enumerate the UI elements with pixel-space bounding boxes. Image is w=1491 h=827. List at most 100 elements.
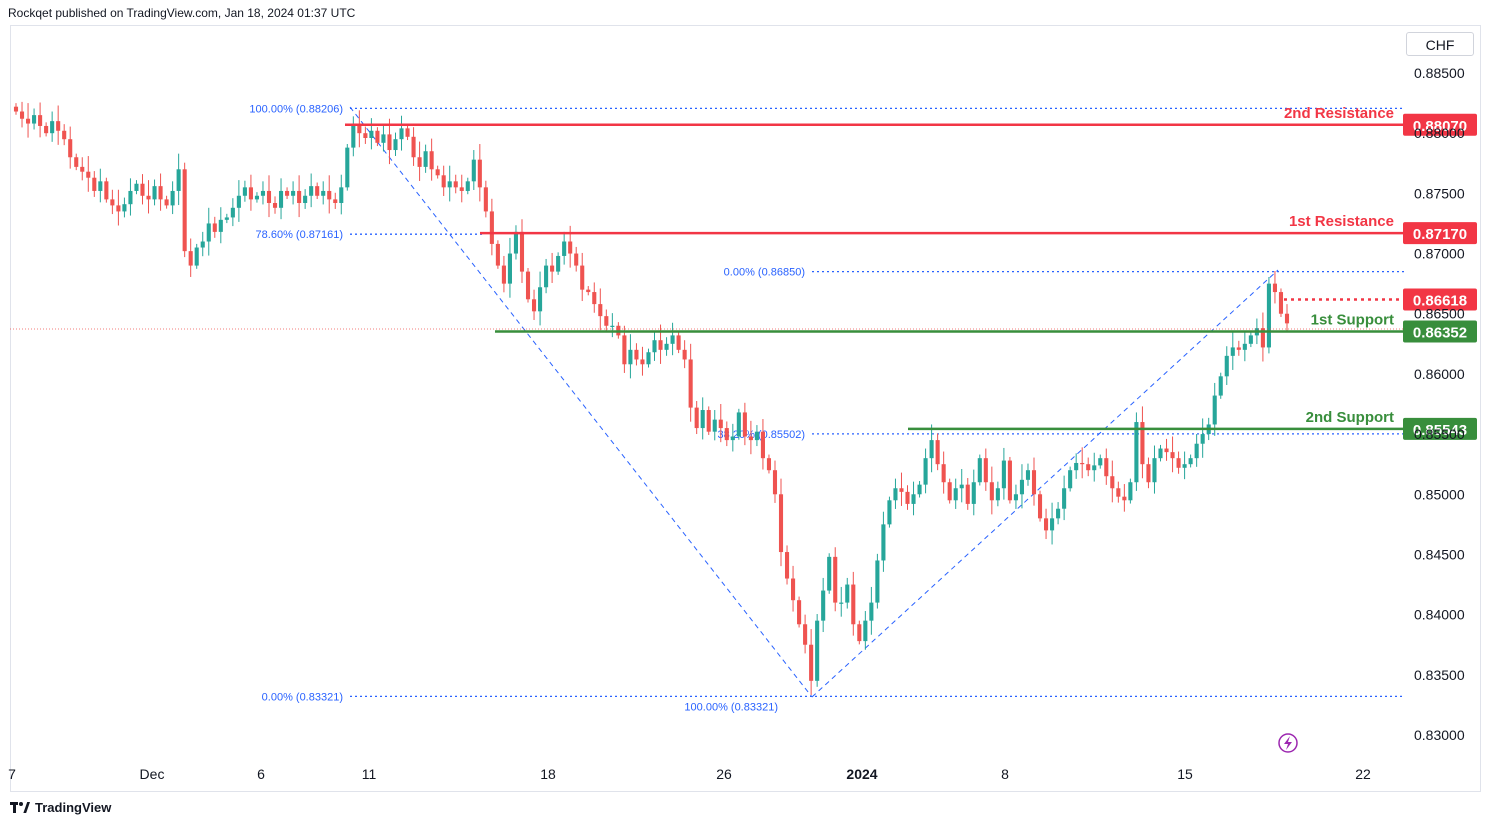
- candle: [706, 406, 711, 435]
- currency-selector[interactable]: CHF: [1406, 32, 1474, 56]
- candle-body: [471, 159, 476, 182]
- candle-body: [887, 500, 892, 525]
- candle-body: [652, 340, 657, 353]
- y-tick-label: 0.83500: [1414, 667, 1465, 683]
- candle-body: [116, 205, 121, 212]
- candle-body: [531, 299, 537, 312]
- candle: [688, 343, 693, 422]
- candle: [1134, 412, 1139, 491]
- candle: [387, 118, 392, 165]
- candle-body: [899, 488, 904, 492]
- support-level-label: 1st Support: [1311, 312, 1394, 329]
- candle-body: [1007, 460, 1012, 501]
- candle-body: [670, 335, 675, 344]
- candle-body: [80, 166, 85, 172]
- candle: [676, 331, 681, 354]
- price-tag-label: 0.88070: [1413, 118, 1467, 135]
- candle-body: [730, 436, 735, 441]
- x-tick-label: 6: [257, 766, 265, 782]
- candle: [1164, 438, 1169, 461]
- candle-body: [965, 484, 970, 504]
- candle: [1218, 372, 1223, 399]
- price-axis[interactable]: 0.88500 0.88000 0.87500 0.87000 0.86500 0.860…: [1414, 65, 1465, 743]
- candle: [32, 108, 37, 130]
- price-tag-bg: [1403, 222, 1477, 245]
- candle-body: [194, 247, 199, 266]
- y-tick-label: 0.88500: [1414, 65, 1465, 81]
- current-price-tag: 0.86618: [1403, 288, 1477, 311]
- candle: [1242, 331, 1247, 362]
- candle: [1128, 478, 1133, 504]
- price-tag-label: 0.87170: [1413, 226, 1467, 243]
- candle: [1001, 447, 1006, 500]
- candle: [327, 175, 332, 214]
- candle-body: [586, 289, 591, 293]
- candle: [188, 238, 193, 277]
- candle-body: [176, 169, 181, 191]
- candle: [44, 122, 49, 137]
- candle-body: [803, 624, 808, 645]
- candle-body: [857, 624, 862, 642]
- candle: [1019, 464, 1025, 509]
- candle-body: [1200, 434, 1205, 444]
- candle: [236, 180, 241, 222]
- tradingview-branding[interactable]: TradingView: [10, 800, 111, 815]
- candle-body: [917, 484, 922, 495]
- candle: [1116, 481, 1121, 503]
- time-axis[interactable]: 7 Dec 6 11 18 26 2024 8 15 22: [8, 766, 1371, 782]
- candle-body: [664, 343, 669, 350]
- candle-body: [345, 147, 350, 188]
- candle: [989, 466, 994, 515]
- candle: [610, 313, 615, 338]
- candle-body: [640, 359, 645, 365]
- candle-body: [784, 552, 790, 579]
- candle-body: [278, 190, 284, 208]
- candle: [935, 433, 940, 471]
- candle-body: [128, 190, 133, 205]
- candle: [797, 596, 802, 628]
- candle: [839, 586, 844, 617]
- candle-body: [778, 494, 784, 553]
- chart-frame: [10, 25, 1481, 792]
- candle: [333, 192, 338, 209]
- fib-label: 78.60% (0.87161): [256, 229, 343, 241]
- candle: [1013, 484, 1018, 509]
- candle: [423, 144, 428, 173]
- candle: [881, 511, 886, 572]
- candle: [1170, 436, 1175, 473]
- candle: [827, 553, 832, 594]
- candle: [670, 322, 675, 356]
- candle-body: [1146, 464, 1151, 483]
- candle: [272, 196, 278, 214]
- candle-body: [453, 181, 458, 188]
- candle-body: [74, 157, 79, 167]
- candle-body: [977, 458, 982, 483]
- candle-body: [797, 600, 802, 625]
- candle: [622, 325, 627, 373]
- candle: [640, 346, 645, 376]
- candle: [128, 178, 133, 216]
- candle-body: [1056, 508, 1061, 519]
- candle-body: [911, 494, 916, 504]
- candle-body: [676, 335, 681, 350]
- candle: [224, 213, 229, 224]
- candle-body: [923, 458, 928, 485]
- candle: [544, 258, 549, 294]
- fib-trendline: [811, 269, 1279, 698]
- candle-body: [1104, 458, 1109, 477]
- candle: [38, 102, 43, 138]
- candle-body: [622, 335, 627, 365]
- candle-body: [230, 207, 235, 218]
- candle-body: [646, 352, 651, 365]
- candle: [869, 586, 874, 635]
- candle-body: [1284, 313, 1290, 324]
- candle: [176, 153, 181, 206]
- candle-body: [748, 436, 753, 441]
- price-tag-label: 0.86618: [1413, 293, 1467, 310]
- candle-body: [1218, 376, 1223, 396]
- candle: [363, 126, 368, 144]
- price-tag-bg: [1403, 113, 1477, 136]
- candle: [953, 478, 958, 509]
- candle: [309, 173, 314, 208]
